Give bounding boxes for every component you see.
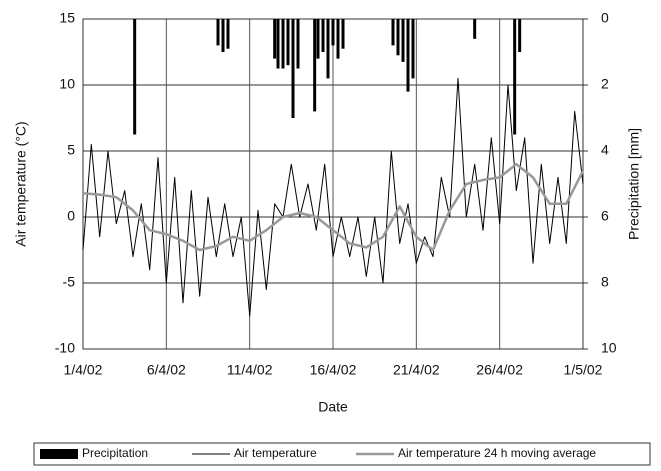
y2-tick-label: 0 (601, 10, 609, 26)
y2-axis-label: Precipitation [mm] (626, 128, 642, 240)
x-tick-label: 26/4/02 (476, 362, 523, 378)
y2-tick-label: 6 (601, 208, 609, 224)
x-tick-label: 11/4/02 (227, 362, 273, 378)
legend: Precipitation Air temperature Air temperat… (33, 442, 651, 466)
y-tick-label: 15 (59, 10, 75, 26)
x-tick-label: 1/5/02 (564, 362, 603, 378)
precipitation-bar (396, 19, 400, 56)
legend-label: Air temperature (234, 446, 317, 460)
precipitation-bar (391, 19, 395, 46)
precipitation-bar (273, 19, 277, 59)
y-tick-label: -10 (55, 340, 75, 356)
precipitation-bar (313, 19, 317, 112)
precipitation-bar (401, 19, 405, 62)
precipitation-bar (291, 19, 295, 118)
x-axis-label: Date (318, 399, 348, 415)
y-tick-label: 0 (67, 208, 75, 224)
precipitation-bar (286, 19, 290, 66)
line (82, 77, 584, 317)
precipitation-bar (316, 19, 320, 59)
precipitation-bar (411, 19, 415, 79)
precipitation-bar (406, 19, 410, 92)
precipitation-bar (321, 19, 325, 52)
x-tick-label: 6/4/02 (147, 362, 186, 378)
legend-box (33, 442, 651, 466)
y-tick-label: 10 (59, 76, 75, 92)
line (82, 162, 585, 252)
precipitation-bar (326, 19, 330, 79)
y-axis-label: Air temperature (°C) (13, 121, 29, 246)
legend-label: Air temperature 24 h moving average (398, 446, 596, 460)
plot-area (82, 18, 585, 350)
precipitation-bar (296, 19, 300, 69)
x-tick-label: 1/4/02 (64, 362, 103, 378)
y-tick-label: -5 (63, 274, 76, 290)
y2-tick-label: 8 (601, 274, 609, 290)
precipitation-bar (473, 19, 477, 39)
y2-tick-label: 4 (601, 142, 609, 158)
precipitation-bar (133, 19, 137, 135)
legend-swatch (40, 449, 78, 459)
precipitation-bar (276, 19, 280, 69)
legend-label: Precipitation (82, 446, 148, 460)
precipitation-bar (341, 19, 345, 49)
y2-tick-label: 2 (601, 76, 609, 92)
precipitation-bar (221, 19, 225, 52)
precipitation-bar (518, 19, 522, 52)
x-tick-label: 21/4/02 (393, 362, 440, 378)
precipitation-bar (216, 19, 220, 46)
y2-tick-label: 10 (601, 340, 617, 356)
y-tick-label: 5 (67, 142, 75, 158)
x-tick-label: 16/4/02 (310, 362, 357, 378)
precipitation-bar (226, 19, 230, 49)
precipitation-bar (336, 19, 340, 59)
precipitation-bar (281, 19, 285, 69)
precipitation-bar (513, 19, 517, 135)
precipitation-bar (331, 19, 335, 46)
